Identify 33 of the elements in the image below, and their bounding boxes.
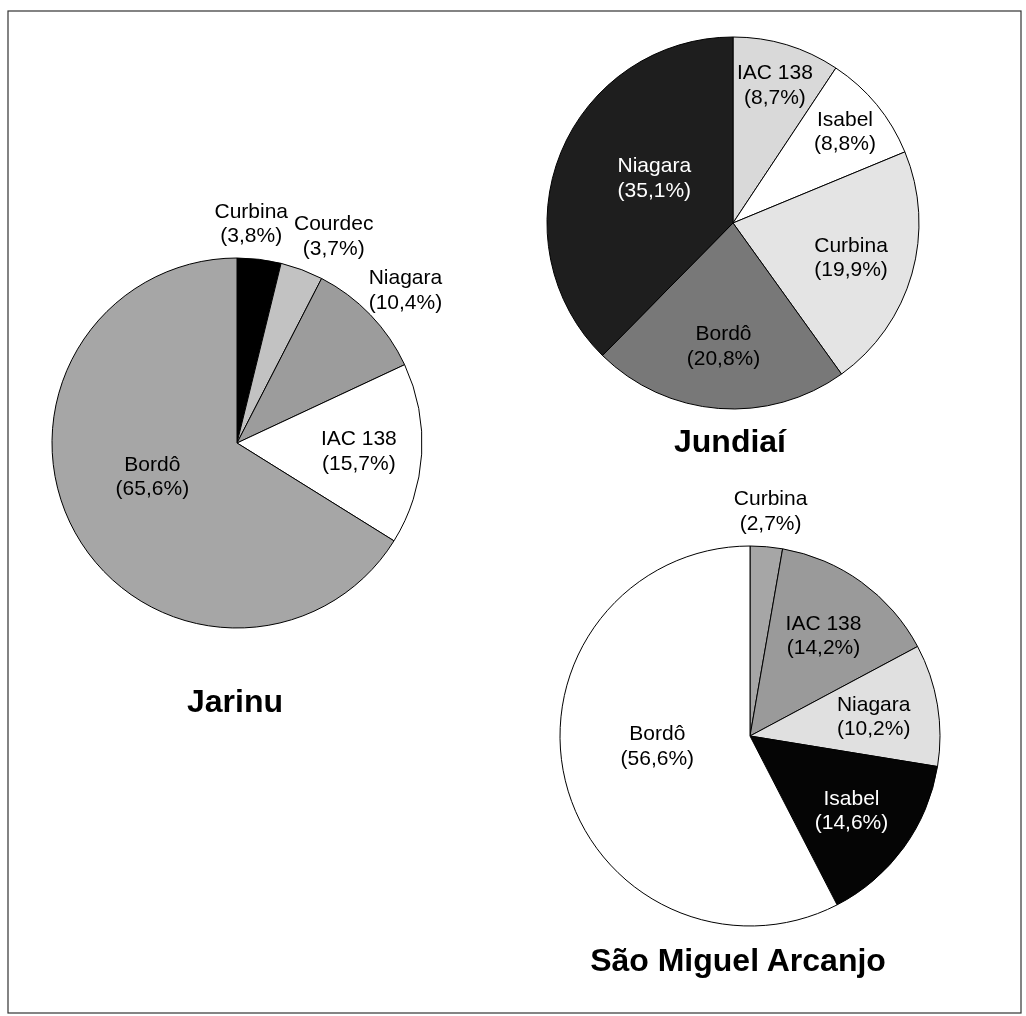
text: Jarinu bbox=[186, 683, 284, 719]
slice-label: Bordô bbox=[629, 721, 686, 745]
slice-label: Curbina bbox=[814, 232, 889, 256]
data-label: (3,8%) bbox=[220, 223, 283, 247]
slice-label: Bordô bbox=[695, 321, 752, 345]
data-label: (14,2%) bbox=[786, 635, 861, 659]
data-label: (65,6%) bbox=[115, 476, 190, 500]
data-label: (8,7%) bbox=[743, 84, 806, 108]
data-label: (15,7%) bbox=[322, 450, 396, 474]
text: Jundiaí bbox=[673, 423, 788, 459]
slice-label: Isabel bbox=[823, 785, 880, 809]
slice-label: IAC 138 bbox=[785, 610, 862, 634]
slice-label: Niagara bbox=[368, 265, 443, 289]
data-label: (56,6%) bbox=[620, 745, 695, 769]
slice-label: Courdec bbox=[294, 211, 374, 235]
data-label: (35,1%) bbox=[617, 177, 692, 201]
data-label: (19,9%) bbox=[814, 257, 888, 281]
slice-label: IAC 138 bbox=[320, 426, 397, 450]
data-label: (8,8%) bbox=[814, 131, 876, 155]
slice-label: Bordô bbox=[124, 451, 181, 475]
data-label: (20,8%) bbox=[686, 345, 761, 369]
data-label: (2,7%) bbox=[739, 510, 802, 534]
slice-label: IAC 138 bbox=[736, 60, 813, 84]
data-label: (10,2%) bbox=[836, 716, 911, 740]
slice-label: Niagara bbox=[617, 153, 692, 177]
slice-label: Isabel bbox=[817, 106, 874, 130]
slice-label: Curbina bbox=[733, 486, 808, 510]
slice-label: Curbina bbox=[214, 198, 289, 222]
text: São Miguel Arcanjo bbox=[590, 942, 886, 978]
data-label: (3,7%) bbox=[302, 235, 365, 259]
slice-label: Niagara bbox=[836, 691, 911, 715]
data-label: (14,6%) bbox=[814, 810, 889, 834]
data-label: (10,4%) bbox=[368, 289, 443, 313]
